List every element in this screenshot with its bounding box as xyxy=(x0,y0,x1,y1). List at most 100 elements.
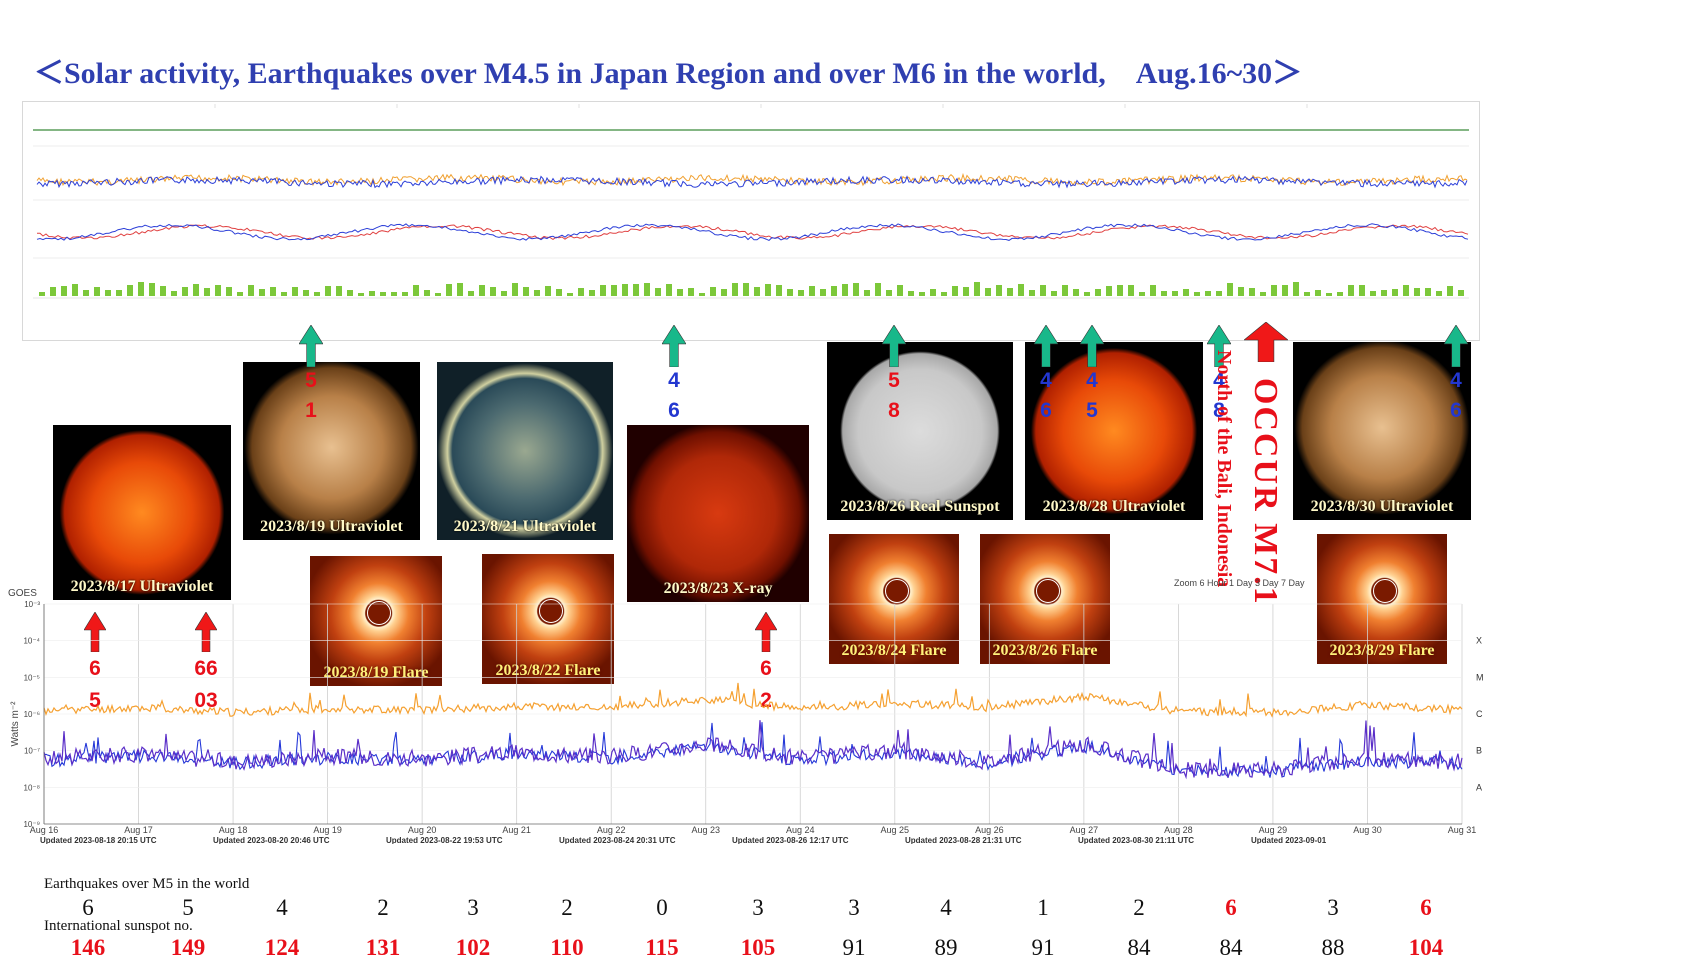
quake-magnitude-dec: 03 xyxy=(194,689,218,712)
kp-bar xyxy=(1183,289,1189,296)
kp-bar xyxy=(556,289,562,296)
xray-flux-chart: GOES Zoom 6 Hour 1 Day 3 Day 7 Day Watts m… xyxy=(4,574,1500,844)
quake-magnitude-dec: 2 xyxy=(760,689,772,712)
kp-bar xyxy=(1370,291,1376,296)
flare-image: 2023/8/29 Flare xyxy=(1317,534,1447,664)
kp-bar xyxy=(622,284,628,296)
kp-bar xyxy=(875,283,881,296)
quake-magnitude-int: 4 xyxy=(1213,369,1225,392)
kp-bar xyxy=(886,290,892,296)
updated-label: Updated 2023-08-30 21:11 UTC xyxy=(1078,836,1194,844)
quake-magnitude-int: 6 xyxy=(89,657,101,680)
flare-image-caption: 2023/8/24 Flare xyxy=(841,642,947,659)
kp-bar xyxy=(1403,285,1409,296)
solar-image-caption: 2023/8/19 Ultraviolet xyxy=(260,518,403,535)
quake-magnitude-int: 6 xyxy=(760,657,772,680)
arrow-shape xyxy=(1034,325,1058,367)
quake-magnitude-int: 5 xyxy=(888,369,900,392)
kp-bar xyxy=(1128,285,1134,296)
quake-arrow-green xyxy=(1444,325,1468,367)
kp-bar xyxy=(1106,286,1112,296)
earthquake-count: 2 xyxy=(561,895,573,920)
quake-arrow-red xyxy=(755,612,777,652)
kp-bar xyxy=(567,293,573,296)
arrow-shape xyxy=(84,612,106,652)
flare-image: 2023/8/19 Flare xyxy=(310,556,442,686)
solar-image-caption: 2023/8/17 Ultraviolet xyxy=(70,578,214,595)
zoom-label: Zoom 6 Hour 1 Day 3 Day 7 Day xyxy=(1174,578,1305,588)
solar-image-caption: 2023/8/30 Ultraviolet xyxy=(1310,498,1454,515)
kp-bar xyxy=(809,286,815,296)
short-wave-flux-series-2 xyxy=(43,722,1463,779)
kp-bar xyxy=(512,283,518,296)
date-tick-label: Aug 31 xyxy=(1448,825,1477,835)
earthquakes-row-label: Earthquakes over M5 in the world xyxy=(44,876,250,892)
kp-bar xyxy=(237,292,243,296)
kp-bar xyxy=(765,284,771,296)
solar-image-caption: 2023/8/26 Real Sunspot xyxy=(840,498,1000,515)
kp-bar xyxy=(1084,292,1090,296)
kp-bar xyxy=(831,286,837,296)
y-tick-label: 10⁻⁸ xyxy=(24,783,41,792)
sunspot-number: 104 xyxy=(1408,935,1444,960)
date-tick-label: Aug 25 xyxy=(881,825,910,835)
flare-image: 2023/8/26 Flare xyxy=(980,534,1110,664)
kp-bar xyxy=(1458,290,1464,296)
xray-flux-svg: GOES Zoom 6 Hour 1 Day 3 Day 7 Day Watts m… xyxy=(8,578,1484,844)
kp-bar xyxy=(281,292,287,296)
flare-image: 2023/8/22 Flare xyxy=(482,554,614,684)
kp-bar xyxy=(1073,289,1079,296)
quake-magnitude-int: 4 xyxy=(668,369,680,392)
kp-bar xyxy=(655,288,661,296)
quake-arrow-red xyxy=(195,612,217,652)
kp-bar xyxy=(347,290,353,296)
occur-label: OCCUR M7.1 xyxy=(1247,378,1284,606)
date-tick-label: Aug 24 xyxy=(786,825,815,835)
page-title: ＜Solar activity, Earthquakes over M4.5 i… xyxy=(34,57,1303,90)
sunspot-number: 91 xyxy=(842,935,866,960)
quake-magnitude-int: 4 xyxy=(1086,369,1098,392)
earthquake-count: 6 xyxy=(1225,895,1237,920)
arrow-shape xyxy=(1207,325,1231,367)
arrow-shape xyxy=(1244,322,1288,362)
date-tick-label: Aug 29 xyxy=(1259,825,1288,835)
kp-bar xyxy=(578,288,584,296)
sunspot-number: 91 xyxy=(1031,935,1055,960)
kp-bar xyxy=(501,291,507,296)
kp-bar xyxy=(754,287,760,296)
quake-magnitude-dec: 5 xyxy=(1086,399,1098,422)
arrow-shape xyxy=(662,325,686,367)
kp-bar xyxy=(798,290,804,296)
kp-bar xyxy=(1425,288,1431,296)
occur-arrow xyxy=(1244,322,1288,362)
solar-image: 2023/8/19 Ultraviolet xyxy=(243,362,420,540)
y-tick-label: 10⁻³ xyxy=(24,600,40,609)
earthquake-count: 3 xyxy=(1327,895,1339,920)
date-tick-label: Aug 26 xyxy=(975,825,1004,835)
kp-bar xyxy=(1282,285,1288,296)
kp-bar xyxy=(325,286,331,296)
quake-magnitude-dec: 8 xyxy=(1213,399,1225,422)
kp-bar xyxy=(1337,292,1343,296)
solar-image: 2023/8/17 Ultraviolet xyxy=(53,425,231,600)
kp-bar xyxy=(116,290,122,296)
kp-bar xyxy=(435,293,441,296)
kp-bar xyxy=(1260,292,1266,296)
kp-bar xyxy=(1062,285,1068,296)
arrow-shape xyxy=(755,612,777,652)
kp-bar xyxy=(1326,293,1332,296)
quake-magnitude-dec: 1 xyxy=(305,399,317,422)
sunspot-number: 84 xyxy=(1219,935,1243,960)
kp-bar xyxy=(1304,292,1310,296)
electron-flux-line xyxy=(36,175,1468,189)
kp-bar xyxy=(1117,285,1123,296)
kp-bar xyxy=(1436,291,1442,296)
flare-image-caption: 2023/8/22 Flare xyxy=(495,662,601,679)
kp-bar xyxy=(72,284,78,296)
kp-bar xyxy=(864,290,870,296)
earthquake-count: 3 xyxy=(752,895,764,920)
updated-label: Updated 2023-08-28 21:31 UTC xyxy=(905,836,1022,844)
kp-bar xyxy=(534,290,540,296)
kp-bar xyxy=(193,284,199,296)
kp-bar xyxy=(611,285,617,296)
